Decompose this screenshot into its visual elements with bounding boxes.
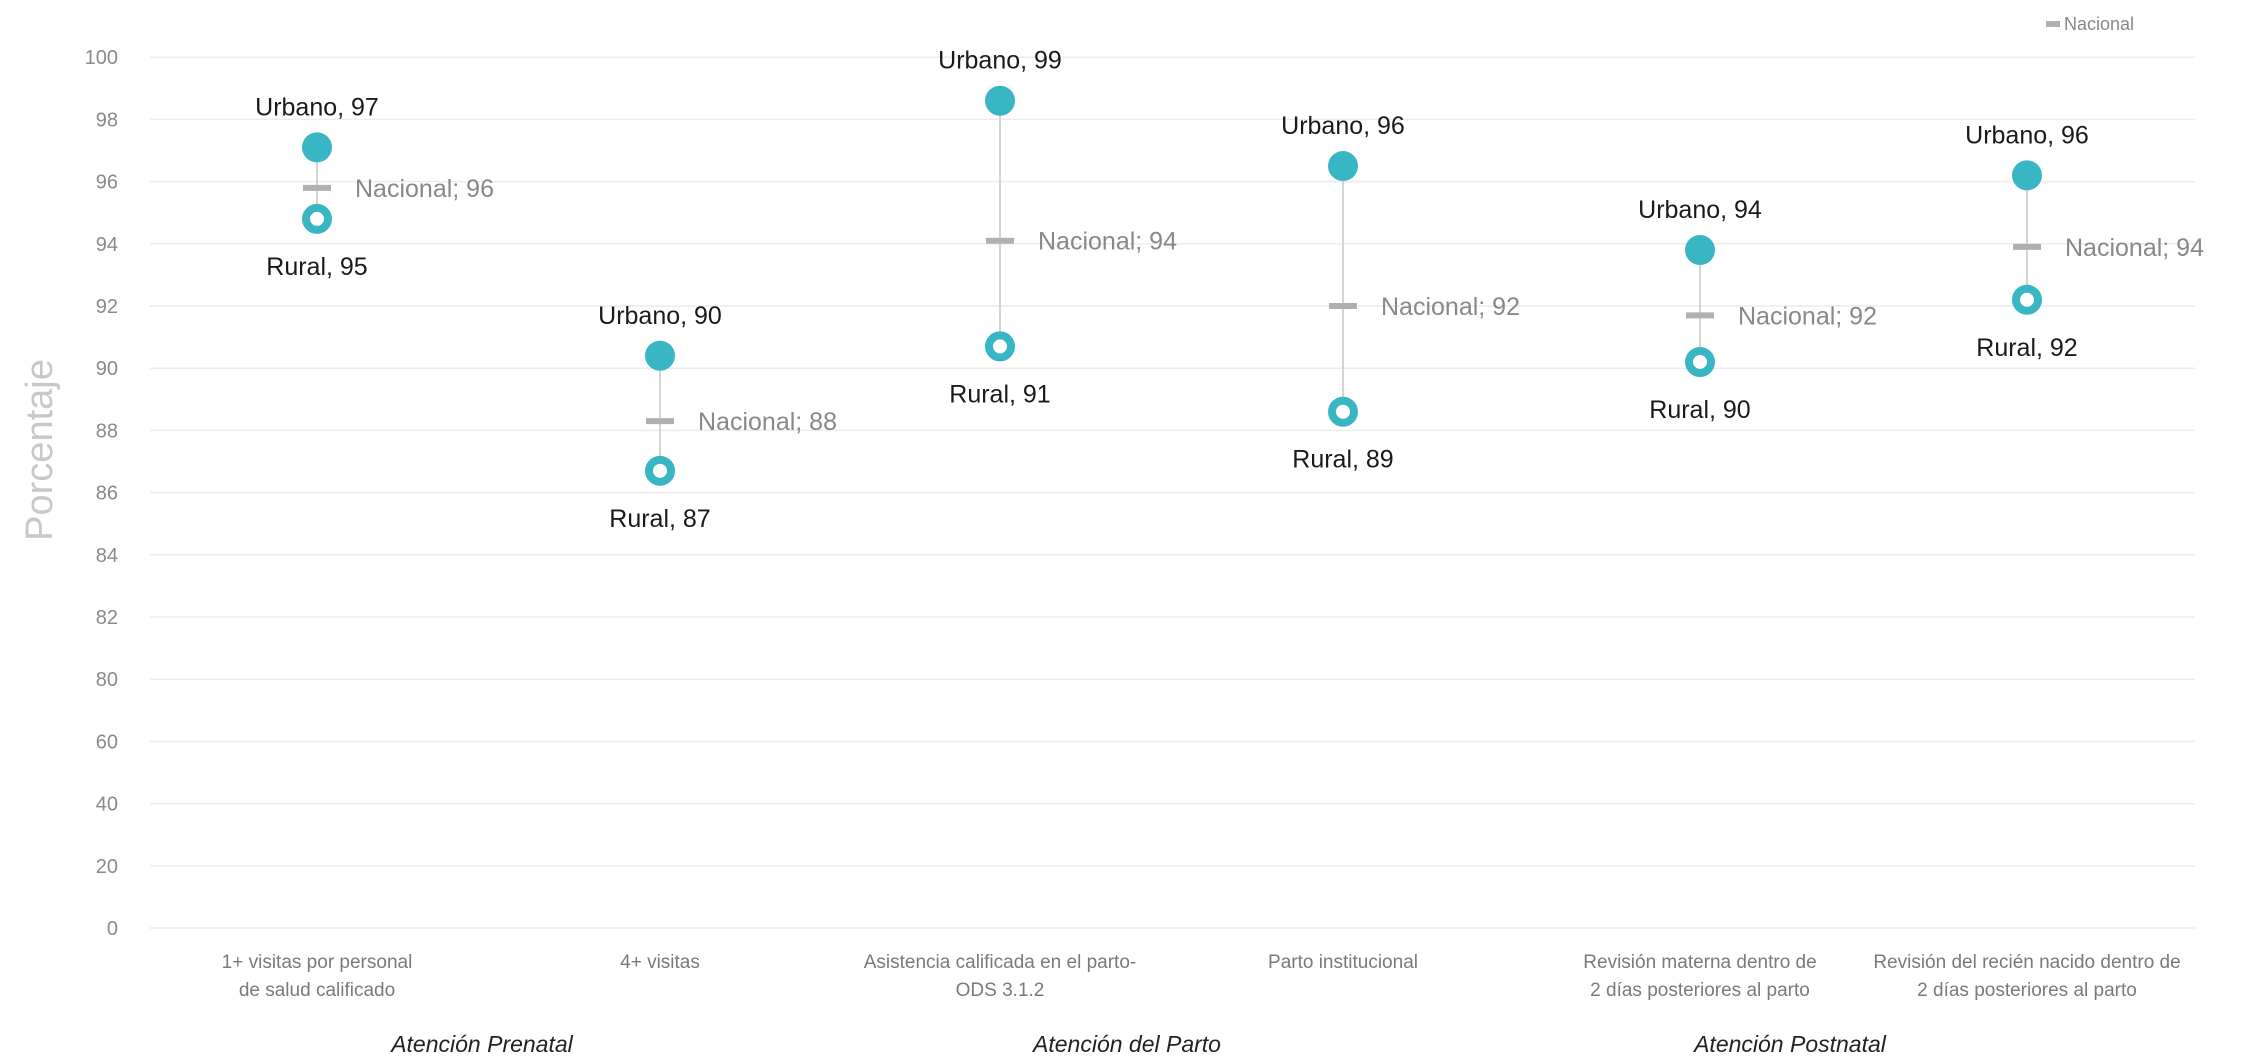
- urbano-point: [1328, 151, 1358, 182]
- y-axis-label: Porcentaje: [19, 359, 61, 541]
- urbano-point: [1685, 235, 1715, 266]
- urbano-data-label: Urbano, 97: [255, 93, 379, 121]
- rural-point: [1685, 346, 1715, 377]
- y-tick-label: 94: [96, 234, 118, 256]
- y-tick-label: 40: [96, 794, 118, 816]
- group-label: Atención Prenatal: [389, 1031, 573, 1057]
- urbano-point: [985, 85, 1015, 116]
- x-category-label: ODS 3.1.2: [956, 980, 1045, 1001]
- y-tick-label: 92: [96, 296, 118, 318]
- y-tick-label: 60: [96, 731, 118, 753]
- y-tick-label: 0: [107, 918, 118, 940]
- group-label: Atención del Parto: [1031, 1031, 1221, 1057]
- rural-point: [985, 331, 1015, 362]
- y-tick-label: 100: [85, 47, 118, 69]
- x-category-label: 1+ visitas por personal: [222, 952, 413, 973]
- x-category-label: 2 días posteriores al parto: [1590, 980, 1810, 1001]
- urbano-point: [302, 132, 332, 163]
- urbano-data-label: Urbano, 94: [1638, 196, 1762, 224]
- rural-data-label: Rural, 92: [1976, 334, 2077, 362]
- rural-point: [1328, 396, 1358, 427]
- nacional-data-label: Nacional; 92: [1381, 293, 1520, 321]
- rural-point: [2012, 284, 2042, 315]
- y-tick-label: 20: [96, 856, 118, 878]
- rural-data-label: Rural, 90: [1649, 396, 1750, 424]
- group-label: Atención Postnatal: [1692, 1031, 1887, 1057]
- rural-data-label: Rural, 95: [266, 253, 367, 281]
- y-tick-label: 86: [96, 483, 118, 505]
- rural-data-label: Rural, 91: [949, 380, 1050, 408]
- rural-point: [645, 455, 675, 486]
- urbano-data-label: Urbano, 99: [938, 47, 1062, 75]
- x-category-label: Asistencia calificada en el parto-: [864, 952, 1136, 973]
- urbano-data-label: Urbano, 96: [1281, 112, 1405, 140]
- rural-point: [302, 203, 332, 234]
- nacional-data-label: Nacional; 94: [1038, 228, 1177, 256]
- urbano-data-label: Urbano, 96: [1965, 121, 2089, 149]
- rural-data-label: Rural, 87: [609, 505, 710, 533]
- x-category-label: de salud calificado: [239, 980, 395, 1001]
- urbano-data-label: Urbano, 90: [598, 302, 722, 330]
- y-tick-label: 90: [96, 358, 118, 380]
- x-category-label: Revisión materna dentro de: [1583, 952, 1816, 973]
- y-tick-label: 84: [96, 545, 118, 567]
- nacional-data-label: Nacional; 96: [355, 175, 494, 203]
- y-tick-label: 80: [96, 669, 118, 691]
- x-category-label: 2 días posteriores al parto: [1917, 980, 2137, 1001]
- urbano-point: [2012, 160, 2042, 191]
- y-tick-label: 82: [96, 607, 118, 629]
- legend-nacional-label: Nacional: [2064, 14, 2134, 34]
- nacional-data-label: Nacional; 92: [1738, 302, 1877, 330]
- y-tick-label: 88: [96, 420, 118, 442]
- nacional-data-label: Nacional; 94: [2065, 234, 2204, 262]
- urbano-point: [645, 340, 675, 371]
- x-category-label: Revisión del recién nacido dentro de: [1873, 952, 2180, 973]
- y-tick-label: 96: [96, 172, 118, 194]
- x-category-label: 4+ visitas: [620, 952, 700, 973]
- x-category-label: Parto institucional: [1268, 952, 1418, 973]
- nacional-data-label: Nacional; 88: [698, 408, 837, 436]
- y-tick-label: 98: [96, 109, 118, 131]
- rural-data-label: Rural, 89: [1292, 446, 1393, 474]
